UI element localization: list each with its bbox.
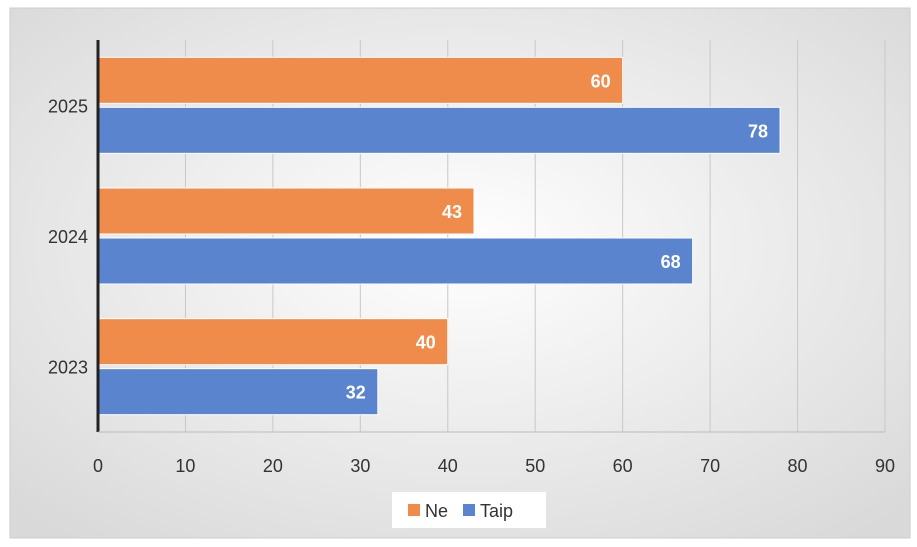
data-label-ne-2023: 40	[416, 333, 436, 353]
gridlines	[184, 40, 886, 432]
data-labels: 40 32 43 68 60 78	[346, 71, 768, 402]
x-tick-label: 30	[350, 456, 370, 476]
data-label-ne-2024: 43	[442, 202, 462, 222]
legend-swatch-taip	[463, 504, 475, 516]
y-category-label: 2024	[48, 227, 88, 247]
data-label-taip-2025: 78	[748, 121, 768, 141]
axes: 0 10 20 30 40 50 60 70 80 90 2023 2024 2025	[48, 40, 895, 476]
x-tick-label: 60	[613, 456, 633, 476]
bar-ne-2023[interactable]	[97, 318, 449, 366]
bar-taip-2024[interactable]	[97, 237, 694, 285]
x-tick-label: 20	[263, 456, 283, 476]
data-label-taip-2023: 32	[346, 383, 366, 403]
legend: Ne Taip	[392, 492, 546, 528]
legend-label-taip[interactable]: Taip	[480, 501, 513, 521]
y-category-label: 2023	[48, 358, 88, 378]
x-tick-label: 10	[175, 456, 195, 476]
x-tick-label: 80	[788, 456, 808, 476]
x-tick-label: 50	[525, 456, 545, 476]
legend-swatch-ne	[408, 504, 420, 516]
legend-label-ne[interactable]: Ne	[425, 501, 448, 521]
data-label-ne-2025: 60	[591, 71, 611, 91]
bars	[97, 56, 781, 416]
x-tick-label: 70	[700, 456, 720, 476]
x-tick-label: 40	[438, 456, 458, 476]
bar-taip-2023[interactable]	[97, 368, 379, 416]
bar-ne-2025[interactable]	[97, 56, 624, 104]
bar-ne-2024[interactable]	[97, 187, 475, 235]
bar-taip-2025[interactable]	[97, 106, 781, 154]
y-category-label: 2025	[48, 96, 88, 116]
data-label-taip-2024: 68	[661, 252, 681, 272]
x-tick-label: 0	[93, 456, 103, 476]
x-tick-label: 90	[875, 456, 895, 476]
